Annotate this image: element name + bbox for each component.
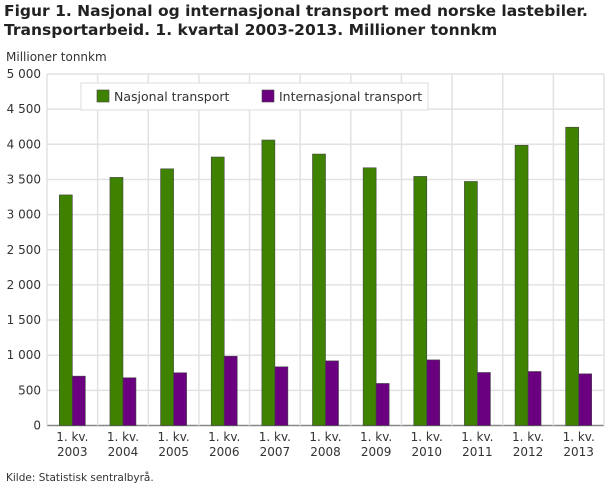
bar-internasjonal — [325, 360, 339, 426]
source-note: Kilde: Statistisk sentralbyrå. — [6, 472, 154, 484]
y-tick-label: 5 000 — [7, 67, 41, 81]
y-tick-label: 500 — [18, 383, 41, 397]
x-tick-label: 1. kv. — [360, 430, 392, 444]
x-tick-label: 2009 — [361, 445, 392, 459]
bar-nasjonal — [261, 139, 276, 426]
bar-internasjonal — [527, 371, 542, 426]
x-tick-label: 2013 — [563, 445, 594, 459]
x-tick-label: 2007 — [260, 445, 291, 459]
x-tick-label: 1. kv. — [107, 430, 139, 444]
x-tick-label: 2011 — [462, 445, 493, 459]
y-tick-label: 2 000 — [7, 278, 41, 292]
bar-internasjonal — [375, 383, 390, 426]
x-tick-label: 1. kv. — [411, 430, 443, 444]
x-tick-label: 2010 — [411, 445, 442, 459]
bar-nasjonal — [413, 176, 428, 426]
x-tick-label: 2008 — [310, 445, 341, 459]
bar-nasjonal — [210, 156, 225, 426]
x-tick-label: 1. kv. — [208, 430, 240, 444]
legend-label: Internasjonal transport — [279, 89, 422, 104]
y-axis-label: Millioner tonnkm — [6, 50, 107, 64]
y-tick-label: 0 — [33, 419, 41, 433]
bar-internasjonal — [173, 372, 187, 426]
x-tick-label: 2003 — [57, 445, 88, 459]
bar-nasjonal — [312, 153, 326, 426]
title-line-2: Transportarbeid. 1. kvartal 2003-2013. M… — [4, 21, 498, 39]
x-tick-label: 1. kv. — [309, 430, 341, 444]
bar-nasjonal — [109, 177, 124, 426]
y-tick-label: 4 000 — [7, 137, 41, 151]
bar-nasjonal — [464, 181, 478, 426]
bar-nasjonal — [59, 194, 73, 426]
x-tick-label: 1. kv. — [56, 430, 88, 444]
y-tick-label: 2 500 — [7, 243, 41, 257]
bar-internasjonal — [72, 375, 86, 426]
bar-internasjonal — [223, 355, 238, 426]
bar-internasjonal — [274, 366, 289, 426]
legend-box — [80, 82, 429, 111]
x-tick-label: 2006 — [209, 445, 240, 459]
y-tick-label: 4 500 — [7, 102, 41, 116]
y-tick-label: 3 500 — [7, 172, 41, 186]
bar-internasjonal — [477, 372, 491, 426]
bar-nasjonal — [514, 144, 529, 426]
bar-nasjonal — [160, 168, 174, 426]
x-tick-label: 1. kv. — [259, 430, 291, 444]
x-tick-label: 1. kv. — [563, 430, 595, 444]
x-tick-label: 2012 — [513, 445, 544, 459]
y-tick-label: 3 000 — [7, 208, 41, 222]
y-tick-label: 1 500 — [7, 313, 41, 327]
bar-internasjonal — [578, 373, 592, 426]
legend-label: Nasjonal transport — [114, 89, 230, 104]
x-tick-label: 1. kv. — [461, 430, 493, 444]
legend-swatch — [261, 89, 275, 103]
chart-title: Figur 1. Nasjonal og internasjonal trans… — [4, 2, 604, 40]
bar-internasjonal — [426, 359, 441, 426]
x-tick-label: 2005 — [158, 445, 189, 459]
bar-nasjonal — [565, 126, 579, 426]
x-tick-label: 1. kv. — [512, 430, 544, 444]
y-tick-label: 1 000 — [7, 348, 41, 362]
bar-internasjonal — [122, 377, 137, 426]
x-tick-label: 1. kv. — [157, 430, 189, 444]
title-line-1: Figur 1. Nasjonal og internasjonal trans… — [4, 2, 588, 20]
x-tick-label: 2004 — [108, 445, 139, 459]
legend-swatch — [96, 89, 110, 103]
bar-nasjonal — [362, 167, 377, 426]
